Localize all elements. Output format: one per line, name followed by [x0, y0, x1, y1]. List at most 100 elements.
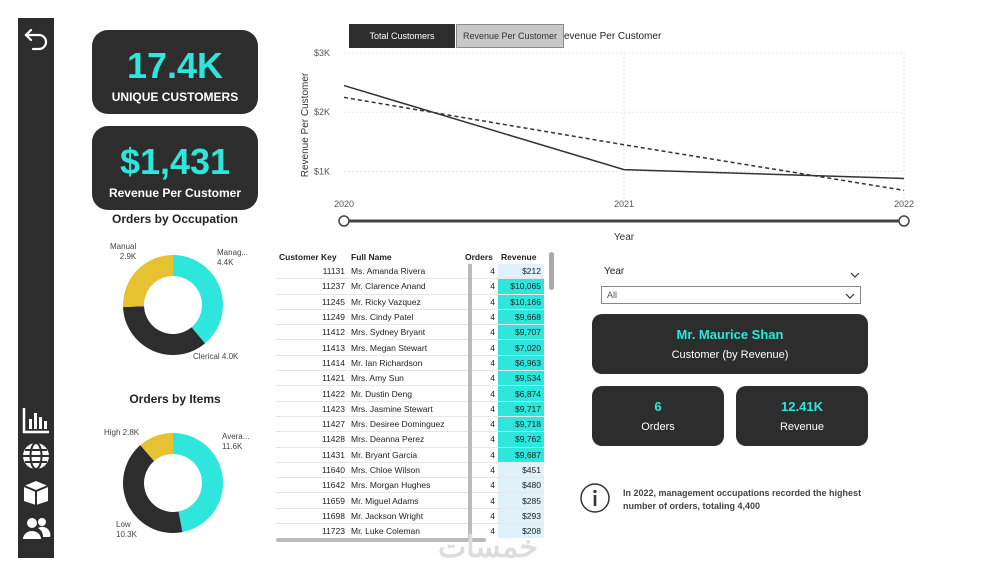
y-axis-label: Revenue Per Customer	[300, 72, 311, 177]
cell-customer-key: 11423	[276, 401, 348, 417]
x-tick-label: 2022	[894, 199, 914, 209]
watermark-logo: خمسات	[438, 531, 539, 564]
cell-full-name: Mr. Bryant Garcia	[348, 447, 462, 463]
tab-total-customers[interactable]: Total Customers	[349, 24, 455, 48]
donut-label-clerical: Clerical 4.0K	[193, 352, 239, 361]
box-icon[interactable]	[20, 476, 52, 508]
x-axis-label: Year	[614, 232, 635, 243]
donut-label-average: Avera... 11.6K	[222, 432, 250, 451]
top-customer-label: Customer (by Revenue)	[671, 349, 789, 361]
table-row[interactable]: 11427 Mrs. Desiree Dominguez 4 $9,718	[276, 416, 544, 433]
table-row[interactable]: 11659 Mr. Miguel Adams 4 $285	[276, 492, 544, 509]
cell-full-name: Mr. Miguel Adams	[348, 492, 462, 509]
cell-full-name: Mrs. Cindy Patel	[348, 309, 462, 326]
cell-revenue: $7,020	[498, 339, 544, 356]
chevron-down-icon	[845, 293, 855, 299]
cell-customer-key: 11412	[276, 324, 348, 341]
x-tick-label: 2020	[334, 199, 354, 209]
donut-slice-management[interactable]	[173, 255, 223, 344]
donut-slice-average[interactable]	[173, 433, 223, 533]
table-row[interactable]: 11421 Mrs. Amy Sun 4 $9,534	[276, 370, 544, 387]
table-row[interactable]: 11640 Mrs. Chloe Wilson 4 $451	[276, 462, 544, 479]
cell-revenue: $208	[498, 523, 544, 538]
kpi-unique-customers: 17.4K UNIQUE CUSTOMERS	[92, 30, 258, 114]
x-tick-label: 2021	[614, 199, 634, 209]
items-chart-title: Orders by Items	[129, 392, 221, 406]
cell-full-name: Mr. Jackson Wright	[348, 508, 462, 525]
table-header-row: Customer Key Full Name Orders Revenue	[276, 250, 544, 264]
table-row[interactable]: 11414 Mr. Ian Richardson 4 $6,963	[276, 355, 544, 372]
table-row[interactable]: 11698 Mr. Jackson Wright 4 $293	[276, 508, 544, 525]
table-row[interactable]: 11237 Mr. Clarence Anand 4 $10,065	[276, 278, 544, 295]
top-customer-name: Mr. Maurice Shan	[676, 327, 784, 342]
table-row[interactable]: 11422 Mr. Dustin Deng 4 $6,874	[276, 385, 544, 402]
cell-full-name: Ms. Amanda Rivera	[348, 264, 462, 280]
insight-text: In 2022, management occupations recorded…	[623, 488, 862, 511]
cell-customer-key: 11421	[276, 370, 348, 387]
cell-revenue: $9,687	[498, 447, 544, 463]
cell-customer-key: 11659	[276, 492, 348, 509]
year-slider-start-handle[interactable]	[338, 215, 350, 227]
cell-customer-key: 11698	[276, 508, 348, 525]
table-row[interactable]: 11642 Mrs. Morgan Hughes 4 $480	[276, 477, 544, 494]
occupation-chart-title: Orders by Occupation	[111, 212, 239, 226]
col-header-revenue[interactable]: Revenue	[501, 252, 537, 262]
donut-label-management: Manag... 4.4K	[217, 248, 249, 267]
cell-revenue: $451	[498, 462, 544, 479]
cell-revenue: $9,707	[498, 324, 544, 341]
users-icon[interactable]	[20, 512, 52, 544]
cell-revenue: $285	[498, 492, 544, 509]
year-dropdown-value: All	[607, 290, 618, 300]
occupation-donut-chart	[123, 255, 223, 355]
col-header-full-name[interactable]: Full Name	[351, 252, 392, 262]
tab-revenue-per-customer[interactable]: Revenue Per Customer	[456, 24, 564, 48]
kpi-revenue-per-customer: $1,431 Revenue Per Customer	[92, 126, 258, 210]
bar-chart-icon[interactable]	[20, 404, 52, 436]
cell-customer-key: 11414	[276, 355, 348, 372]
col-header-customer-key[interactable]: Customer Key	[279, 252, 337, 262]
cell-full-name: Mr. Dustin Deng	[348, 385, 462, 402]
table-row[interactable]: 11131 Ms. Amanda Rivera 4 $212	[276, 264, 544, 280]
table-row[interactable]: 11431 Mr. Bryant Garcia 4 $9,687	[276, 447, 544, 463]
col-header-orders[interactable]: Orders	[465, 252, 493, 262]
trend-line	[343, 96, 905, 192]
donut-slice-high[interactable]	[140, 433, 173, 462]
cell-full-name: Mrs. Desiree Dominguez	[348, 416, 462, 433]
cell-full-name: Mrs. Megan Stewart	[348, 339, 462, 356]
kpi-label: Revenue Per Customer	[108, 186, 242, 200]
kpi-value: 17.4K	[126, 45, 224, 86]
year-slider-end-handle[interactable]	[898, 215, 910, 227]
table-row[interactable]: 11245 Mr. Ricky Vazquez 4 $10,166	[276, 294, 544, 310]
table-horizontal-scrollbar[interactable]	[276, 538, 486, 542]
cell-revenue: $9,717	[498, 401, 544, 417]
info-icon	[579, 482, 611, 519]
orders-card: 6 Orders	[592, 386, 724, 446]
chevron-down-icon[interactable]	[850, 266, 860, 284]
donut-slice-clerical[interactable]	[123, 306, 206, 355]
table-row[interactable]: 11413 Mrs. Megan Stewart 4 $7,020	[276, 339, 544, 356]
table-vertical-scrollbar[interactable]	[549, 252, 554, 290]
cell-customer-key: 11640	[276, 462, 348, 479]
cell-full-name: Mrs. Morgan Hughes	[348, 477, 462, 494]
table-row[interactable]: 11249 Mrs. Cindy Patel 4 $9,668	[276, 309, 544, 326]
table-row[interactable]: 11412 Mrs. Sydney Bryant 4 $9,707	[276, 324, 544, 341]
orders-label: Orders	[641, 421, 675, 433]
chart-gridlines	[344, 52, 905, 201]
donut-slice-low[interactable]	[123, 445, 183, 533]
table-row[interactable]: 11428 Mrs. Deanna Perez 4 $9,762	[276, 431, 544, 448]
cell-revenue: $9,718	[498, 416, 544, 433]
customer-table[interactable]: Customer Key Full Name Orders Revenue 11…	[276, 250, 556, 538]
year-dropdown[interactable]: All	[601, 286, 861, 304]
donut-label-low: Low 10.3K	[116, 520, 137, 539]
cell-full-name: Mrs. Jasmine Stewart	[348, 401, 462, 417]
back-arrow-icon[interactable]	[20, 22, 52, 54]
table-column-divider	[468, 264, 472, 540]
cell-full-name: Mr. Ricky Vazquez	[348, 294, 462, 310]
table-row[interactable]: 11423 Mrs. Jasmine Stewart 4 $9,717	[276, 401, 544, 417]
globe-icon[interactable]	[20, 440, 52, 472]
cell-revenue: $9,762	[498, 431, 544, 448]
table-row[interactable]: 11723 Mr. Luke Coleman 4 $208	[276, 523, 544, 538]
cell-customer-key: 11249	[276, 309, 348, 326]
cell-customer-key: 11427	[276, 416, 348, 433]
donut-slice-manual[interactable]	[123, 255, 173, 308]
